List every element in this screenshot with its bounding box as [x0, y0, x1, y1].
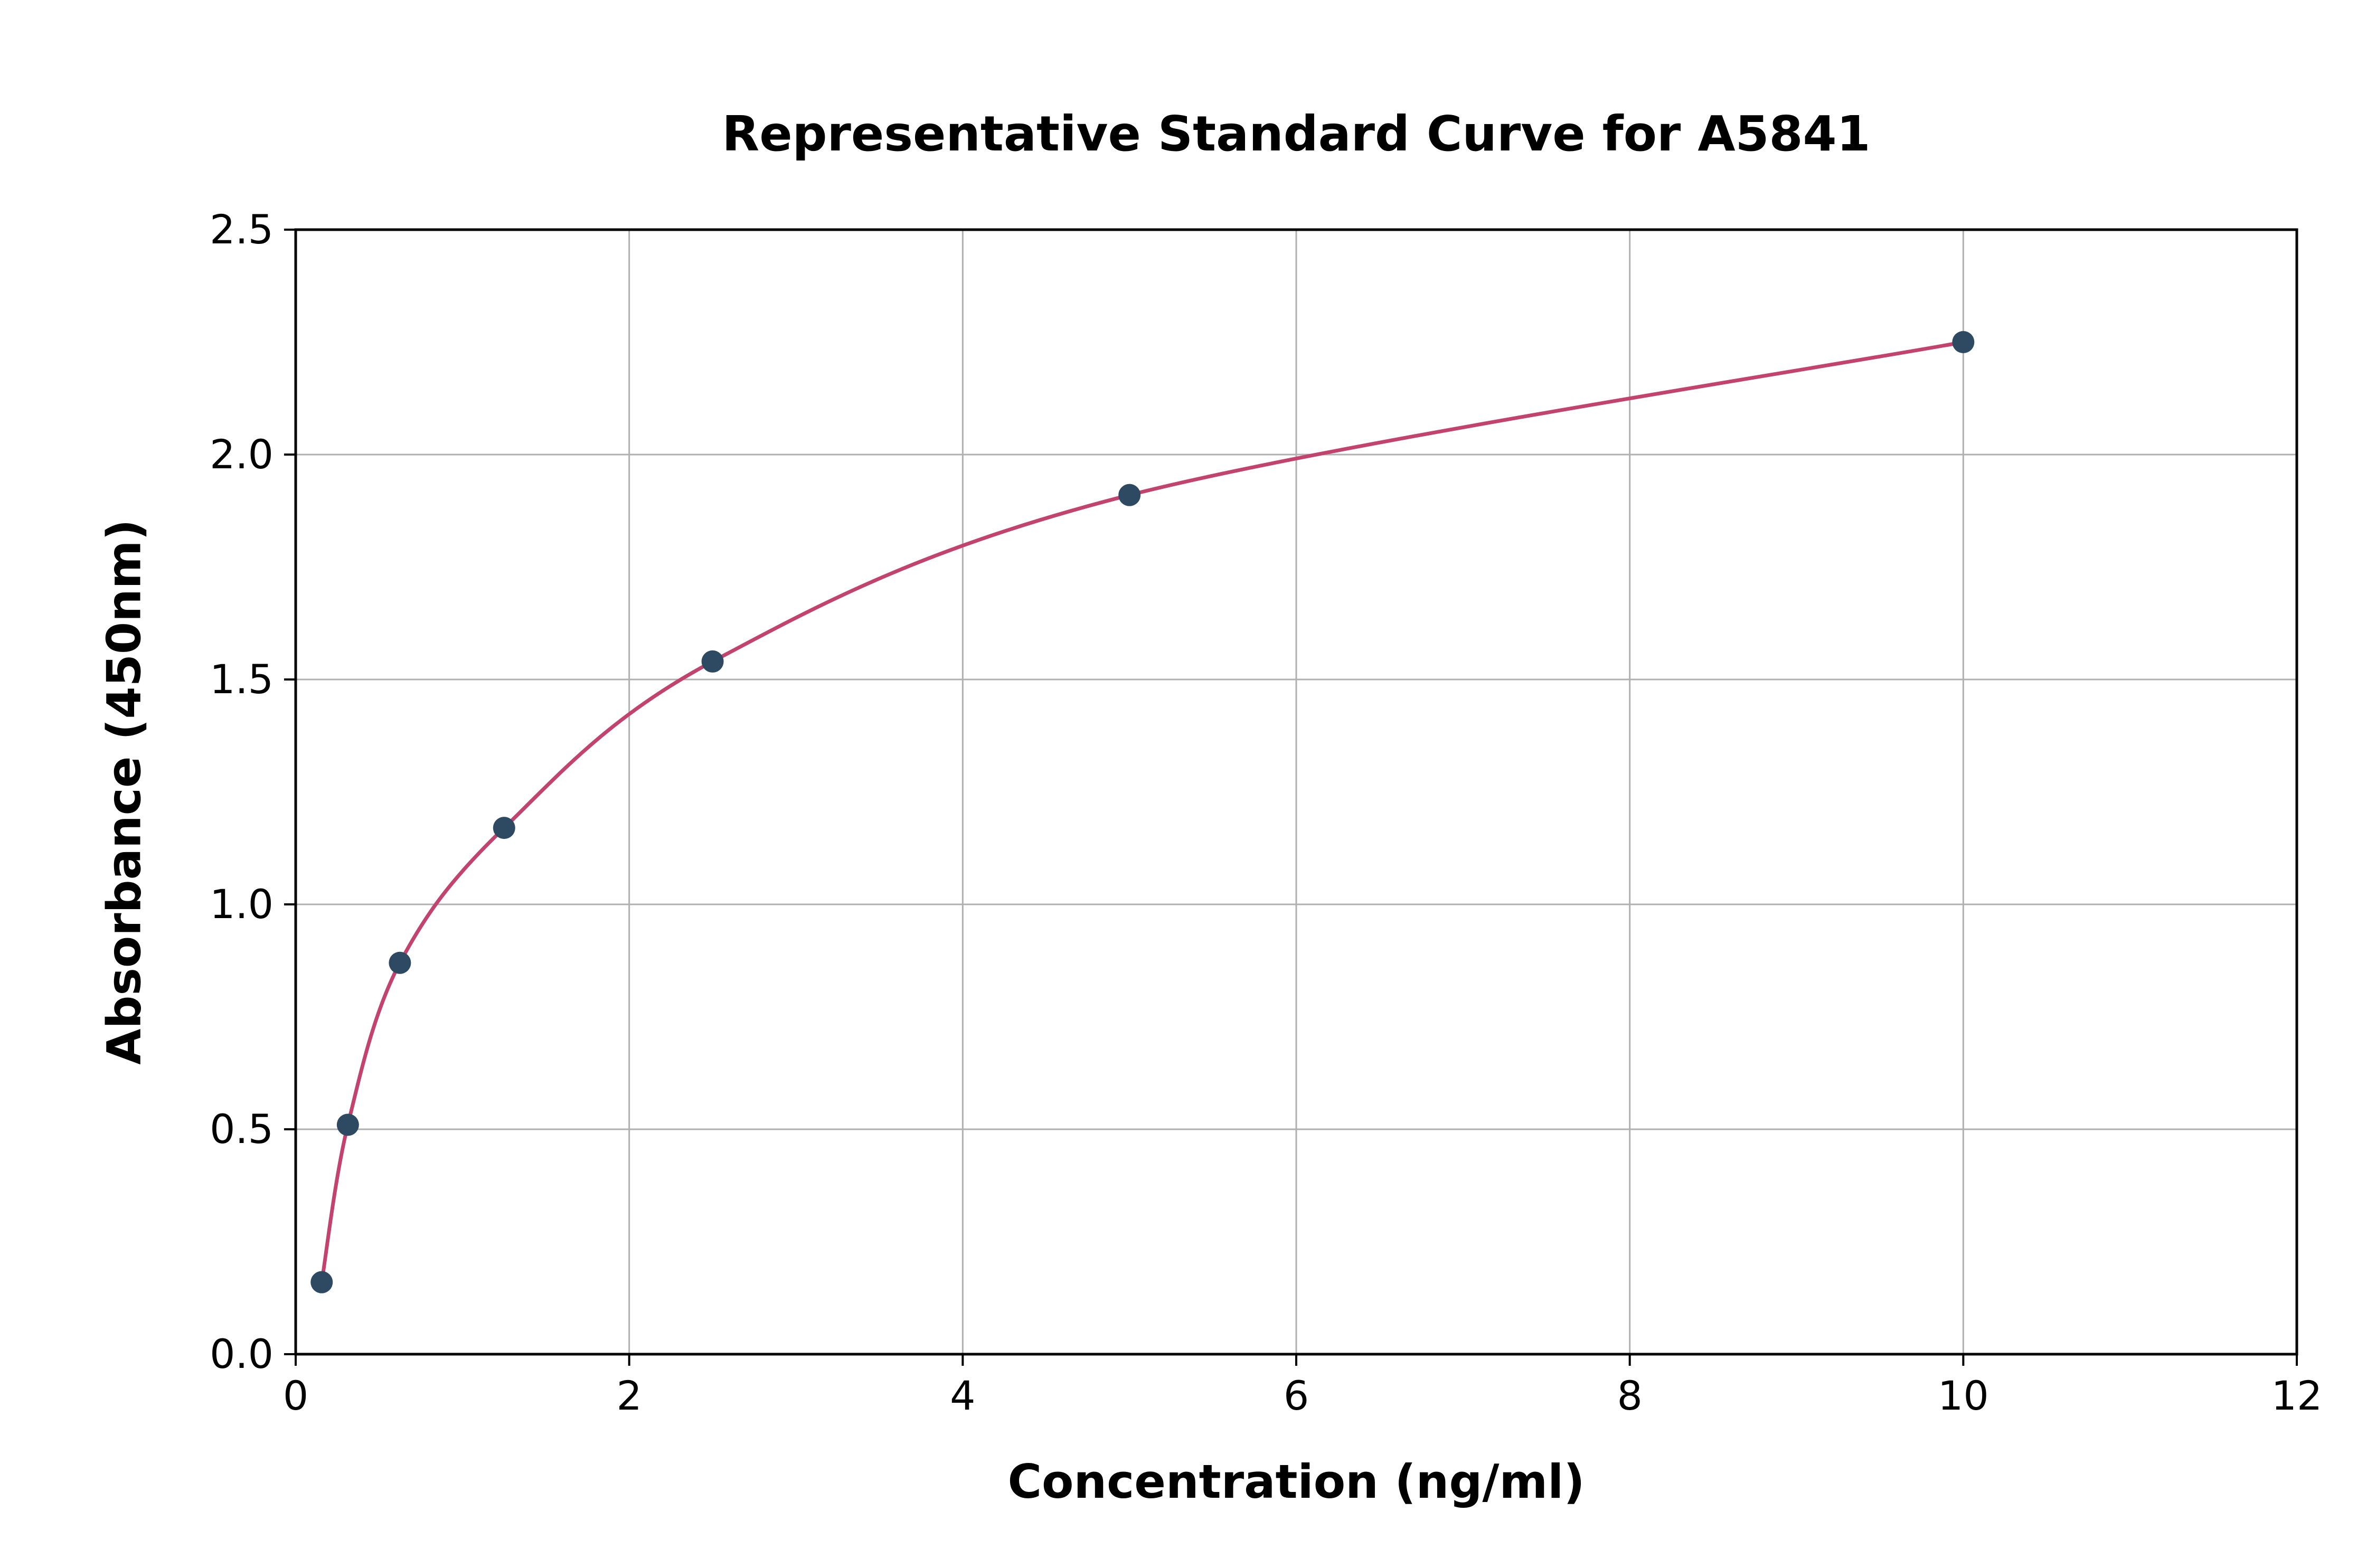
fit-curve: [319, 340, 1965, 1284]
y-tick-label: 2.0: [210, 431, 274, 478]
x-tick-label: 6: [1284, 1372, 1309, 1419]
data-point: [389, 951, 411, 974]
data-point: [493, 817, 515, 839]
x-tick-label: 4: [950, 1372, 975, 1419]
data-point: [1118, 484, 1141, 506]
data-point: [701, 650, 724, 673]
data-point: [1952, 331, 1975, 353]
y-tick-label: 1.5: [210, 656, 274, 703]
data-point: [310, 1271, 333, 1293]
data-point: [336, 1113, 359, 1136]
x-tick-label: 2: [616, 1372, 642, 1419]
x-axis-label: Concentration (ng/ml): [1007, 1454, 1585, 1509]
chart-title: Representative Standard Curve for A5841: [722, 106, 1871, 162]
y-axis-label: Absorbance (450nm): [97, 519, 152, 1065]
x-tick-label: 8: [1617, 1372, 1642, 1419]
y-tick-label: 0.5: [210, 1106, 274, 1153]
y-tick-label: 0.0: [210, 1330, 274, 1377]
x-tick-label: 0: [283, 1372, 308, 1419]
y-tick-label: 2.5: [210, 206, 274, 253]
x-tick-label: 12: [2271, 1372, 2323, 1419]
x-tick-label: 10: [1938, 1372, 1989, 1419]
y-tick-label: 1.0: [210, 881, 274, 928]
